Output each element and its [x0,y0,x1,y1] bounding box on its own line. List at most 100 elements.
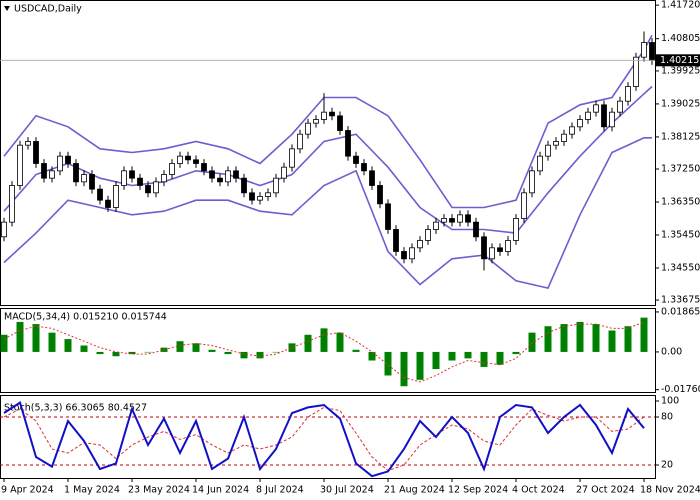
candle-body [609,111,615,128]
candle-body [425,229,431,241]
macd-bar [32,324,40,352]
candle-body [617,100,623,113]
macd-bar [64,339,72,352]
candle-body [153,181,159,194]
candle-body [201,163,207,172]
macd-bar [560,324,568,352]
candle-body [265,192,271,197]
macd-bar [208,349,216,352]
macd-bar [144,351,152,353]
candle-body [57,155,63,172]
candle-body [33,141,39,164]
macd-bar [464,351,472,359]
candle-body [441,218,447,223]
candle-body [529,170,535,194]
x-tick-label: 1 May 2024 [64,485,120,496]
macd-bar [528,332,536,352]
candle-body [209,170,215,179]
candle-body [369,170,375,186]
macd-bar [240,351,248,359]
candle-body [481,236,487,260]
macd-bar [512,351,520,355]
macd-bar [544,326,552,352]
candle-body [289,148,295,168]
candle-body [601,104,607,128]
candle-body [449,218,455,223]
macd-bar [288,343,296,352]
candle-body [641,42,647,58]
candle-body [473,221,479,238]
x-tick-label: 27 Oct 2024 [576,485,635,496]
macd-bar [112,351,120,357]
dropdown-arrow[interactable] [4,6,10,11]
y-tick-label: 1.39025 [661,98,700,109]
y-tick-label: 1.36350 [661,196,700,207]
candle-body [177,155,183,164]
candle-body [65,155,71,164]
candle-body [241,177,247,194]
last-price-box [656,54,700,67]
candle-body [633,56,639,87]
macd-bar [352,349,360,352]
macd-bar [448,351,456,361]
candle-body [121,170,127,186]
candle-body [361,163,367,172]
candle-body [137,177,143,186]
macd-title: MACD(5,34,4) 0.015210 0.015744 [4,312,167,323]
candle-body [489,247,495,260]
candle-body [497,247,503,252]
macd-bar [96,351,104,355]
macd-bar [384,351,392,376]
candle-body [433,221,439,230]
candle-body [569,126,575,135]
candle-body [625,86,631,102]
macd-bar [272,351,280,353]
macd-bar [176,341,184,352]
stoch-signal [3,406,645,472]
candle-body [521,192,527,219]
x-tick-label: 30 Jul 2024 [320,485,374,496]
candle-body [329,111,335,117]
y-tick-label: 1.39925 [661,65,700,76]
macd-bar [480,351,488,367]
candle-body [73,163,79,183]
stoch-title: Stoch(5,3,3) 66.3065 80.4527 [4,403,147,414]
candle-body [1,221,7,238]
candle-body [457,214,463,223]
candle-body [105,199,111,208]
y-tick-label: 1.38125 [661,131,700,142]
candle-body [393,229,399,252]
candle-body [465,214,471,223]
candle-body [353,155,359,164]
macd-bar [368,351,376,361]
y-tick-label: 0.018659 [661,306,700,317]
macd-bar [256,351,264,359]
macd-bar [320,328,328,352]
candle-body [537,155,543,172]
macd-bar [624,326,632,352]
y-tick-label: 1.35450 [661,229,700,240]
macd-bar [336,332,344,352]
candle-body [345,130,351,157]
y-tick-label: -0.017604 [661,384,700,395]
candle-body [281,166,287,179]
macd-bar [192,343,200,352]
candle-body [297,133,303,150]
x-tick-label: 23 May 2024 [128,485,190,496]
candle-body [89,174,95,190]
candle-body [337,115,343,131]
macd-bar [432,351,440,370]
symbol-title: USDCAD,Daily [14,4,82,15]
x-tick-label: 21 Aug 2024 [384,485,445,496]
candle-body [145,185,151,194]
band-upper [3,34,653,209]
candle-body [41,163,47,179]
macd-bar [592,324,600,352]
y-tick-label: 1.37250 [661,163,700,174]
macd-bar [576,321,584,352]
candle-body [649,42,655,61]
panel-frame [0,0,656,306]
candle-body [593,104,599,113]
macd-bar [128,351,136,355]
candle-body [585,111,591,120]
